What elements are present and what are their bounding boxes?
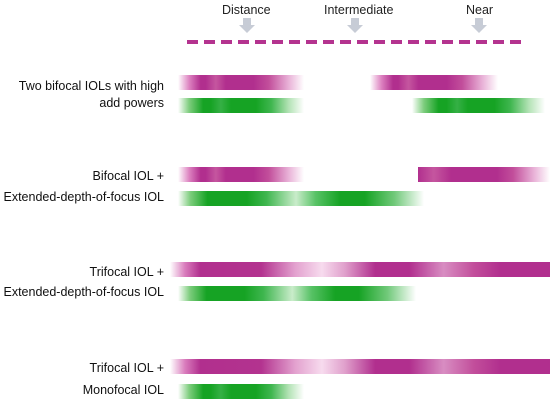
range-dash (306, 40, 317, 44)
range-dash (323, 40, 334, 44)
row4-monofocal-bar (178, 384, 304, 399)
range-dash (374, 40, 385, 44)
range-dash (204, 40, 215, 44)
range-dash (221, 40, 232, 44)
range-dash (391, 40, 402, 44)
row3-label-line1: Trifocal IOL + (89, 265, 164, 279)
header-distance: Distance (222, 3, 271, 17)
row1-bifocal-distance-bar (178, 75, 304, 90)
row4-trifocal-bar (170, 359, 550, 374)
range-dash (408, 40, 419, 44)
range-dash (459, 40, 470, 44)
row1-bifocal-near-bar (370, 75, 498, 90)
range-dash (255, 40, 266, 44)
row2-edof-bar (178, 191, 424, 206)
range-dash (340, 40, 351, 44)
range-dash (272, 40, 283, 44)
header-intermediate: Intermediate (324, 3, 394, 17)
header-near: Near (466, 3, 494, 17)
down-arrow-icon (471, 18, 487, 33)
range-dash (493, 40, 504, 44)
row2-label-line1: Bifocal IOL + (92, 169, 164, 183)
row3-edof-bar (178, 286, 416, 301)
row1-bifocal2-near-bar (412, 98, 545, 113)
down-arrow-icon (347, 18, 363, 33)
row2-bifocal-distance-bar (178, 167, 304, 182)
range-dash (442, 40, 453, 44)
row4-label-line1: Trifocal IOL + (89, 361, 164, 375)
range-dash (238, 40, 249, 44)
range-dash (425, 40, 436, 44)
range-dash (289, 40, 300, 44)
row2-label-line2: Extended-depth-of-focus IOL (3, 190, 164, 204)
range-dash (357, 40, 368, 44)
row3-trifocal-bar (170, 262, 550, 277)
down-arrow-icon (239, 18, 255, 33)
row2-bifocal-near-bar (418, 167, 550, 182)
row1-bifocal2-distance-bar (178, 98, 304, 113)
range-dash (187, 40, 198, 44)
row1-label-line1: Two bifocal IOLs with high (18, 79, 164, 93)
row3-label-line2: Extended-depth-of-focus IOL (3, 285, 164, 299)
row1-label-line2: add powers (99, 96, 164, 110)
range-dash (510, 40, 521, 44)
row4-label-line2: Monofocal IOL (82, 383, 164, 397)
range-dash (476, 40, 487, 44)
